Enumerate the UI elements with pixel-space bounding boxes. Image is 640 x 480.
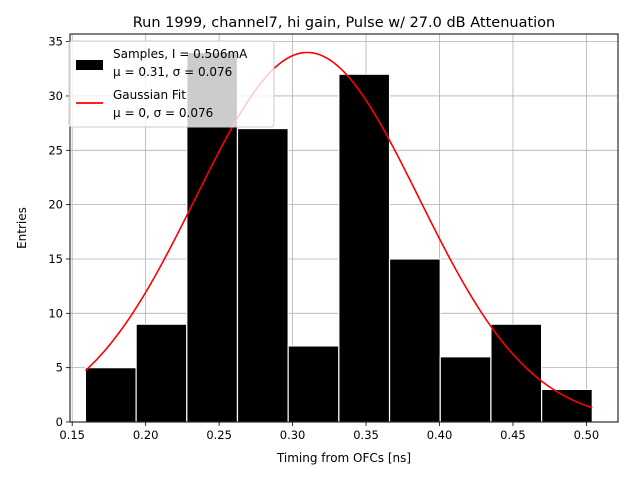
histogram-bar [388, 258, 441, 423]
x-tick-label: 0.20 [133, 428, 159, 442]
x-tick-label: 0.25 [206, 428, 232, 442]
histogram-bars [84, 51, 593, 423]
histogram-bar [338, 73, 391, 423]
y-tick-label: 5 [56, 361, 63, 375]
legend-fit-label: Gaussian Fit [113, 88, 186, 102]
x-tick-label: 0.45 [500, 428, 526, 442]
legend-samples-stats: μ = 0.31, σ = 0.076 [113, 65, 232, 79]
x-tick-label: 0.35 [353, 428, 379, 442]
y-tick-label: 35 [48, 35, 63, 49]
histogram-bar [135, 323, 188, 423]
legend-samples-label: Samples, I = 0.506mA [113, 47, 248, 61]
x-tick-label: 0.15 [59, 428, 85, 442]
x-axis-ticks: 0.15 0.20 0.25 0.30 0.35 0.40 0.45 0.50 [59, 422, 599, 442]
gaussian-fit-curve [84, 51, 593, 409]
y-tick-label: 10 [48, 306, 63, 320]
histogram-bar [84, 367, 137, 423]
y-tick-label: 25 [48, 143, 63, 157]
histogram-bar [541, 388, 593, 423]
chart-title: Run 1999, channel7, hi gain, Pulse w/ 27… [133, 15, 556, 31]
y-tick-label: 20 [48, 198, 63, 212]
histogram-bar [490, 323, 543, 423]
histogram-bar [287, 345, 340, 423]
histogram-bar [236, 127, 289, 423]
legend-box [68, 40, 275, 128]
histogram-bar [439, 356, 492, 423]
legend: Samples, I = 0.506mA μ = 0.31, σ = 0.076… [68, 40, 275, 128]
y-axis-label: Entries [15, 207, 29, 249]
y-tick-label: 15 [48, 252, 63, 266]
y-tick-label: 0 [56, 415, 63, 429]
y-tick-label: 30 [48, 89, 63, 103]
y-axis-ticks: 0 5 10 15 20 25 30 35 [48, 35, 70, 429]
legend-samples-swatch [76, 60, 103, 70]
x-tick-label: 0.40 [427, 428, 453, 442]
x-tick-label: 0.50 [574, 428, 600, 442]
plot-frame [69, 33, 619, 423]
x-tick-label: 0.30 [280, 428, 306, 442]
legend-fit-stats: μ = 0, σ = 0.076 [113, 106, 213, 120]
x-axis-label: Timing from OFCs [ns] [276, 451, 411, 465]
